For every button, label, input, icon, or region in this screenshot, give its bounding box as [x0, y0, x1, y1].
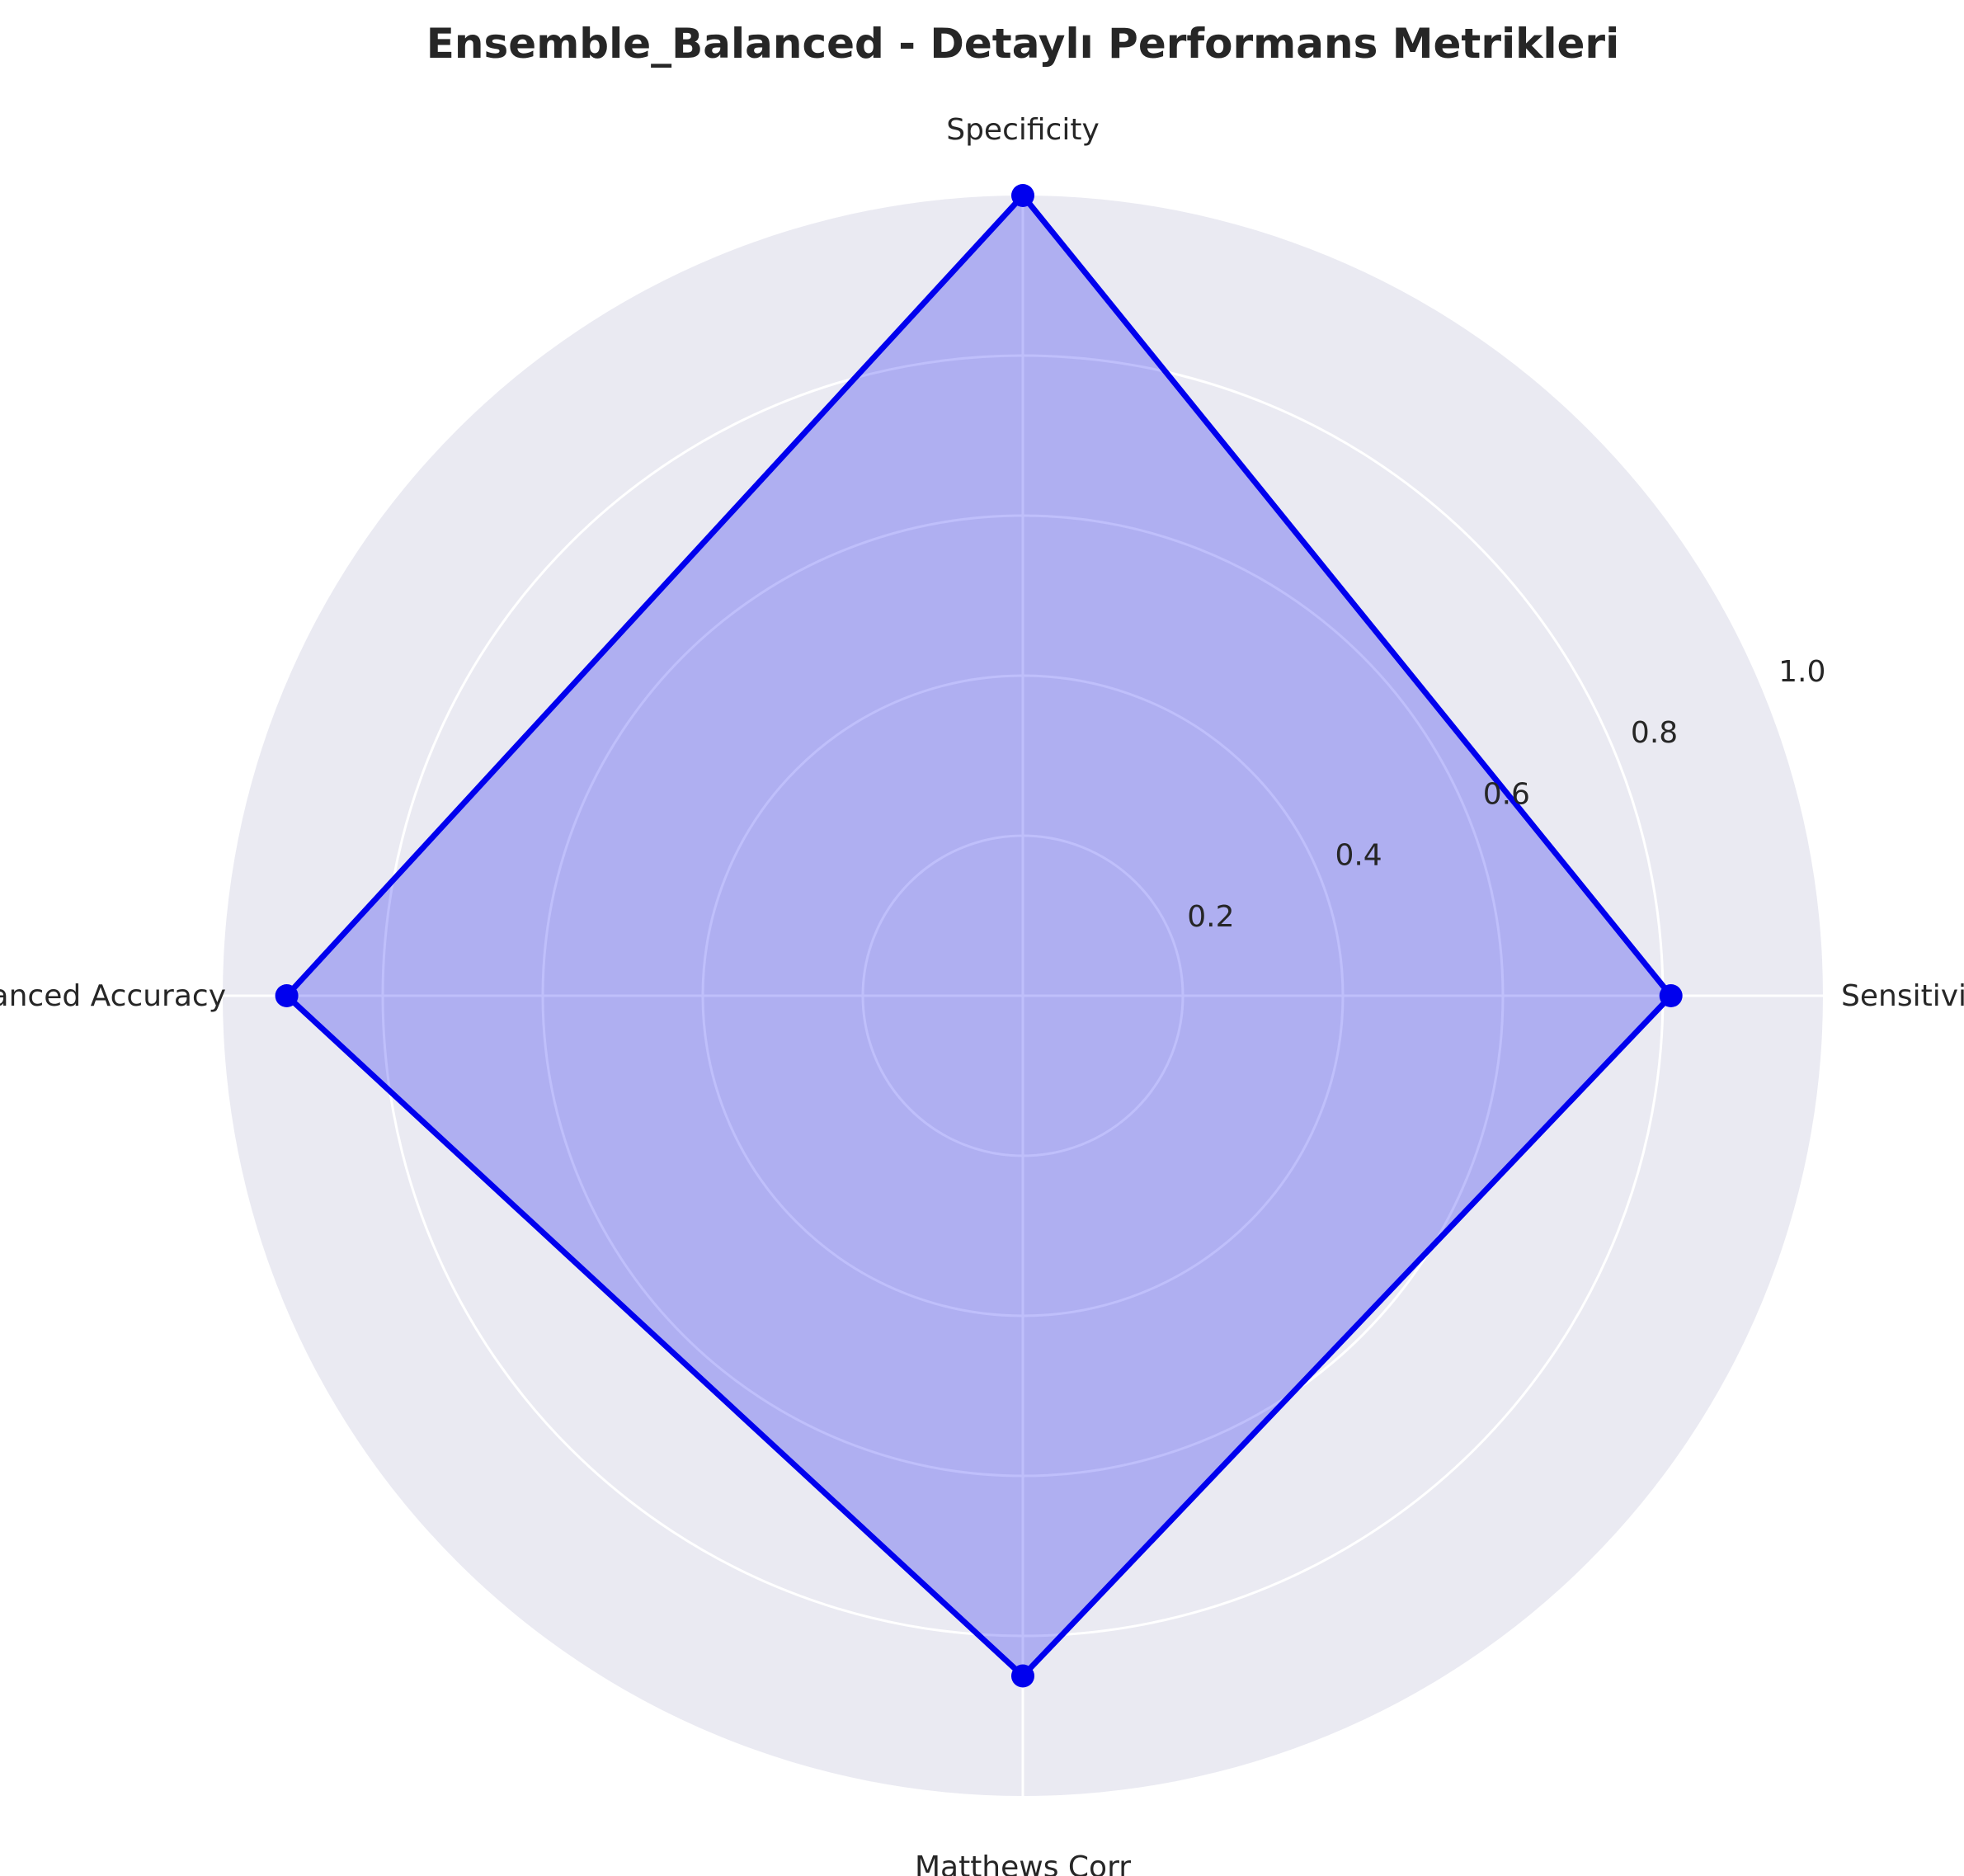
- r-tick-label: 0.8: [1631, 716, 1678, 750]
- series-points: [275, 184, 1683, 1688]
- radial-tick-labels: 0.2 0.4 0.6 0.8 1.0: [1187, 655, 1825, 934]
- r-tick-label: 1.0: [1778, 655, 1825, 689]
- data-point-sensitivity: [1659, 984, 1683, 1007]
- angular-gridlines: [223, 196, 1823, 1796]
- category-label-specificity: Specificity: [946, 113, 1100, 147]
- series-area: [286, 196, 1671, 1676]
- category-label-matthews-corr: Matthews Corr: [915, 1850, 1131, 1876]
- r-tick-label: 0.6: [1483, 777, 1530, 811]
- data-point-specificity: [1011, 184, 1034, 207]
- category-label-balanced-accuracy: Balanced Accuracy: [0, 979, 226, 1013]
- chart-title: Ensemble_Balanced - Detaylı Performans M…: [426, 20, 1619, 68]
- data-point-matthews-corr: [1011, 1664, 1034, 1688]
- r-tick-label: 0.2: [1187, 900, 1234, 934]
- category-label-sensitivity: Sensitivity: [1841, 979, 1964, 1013]
- r-tick-label: 0.4: [1335, 839, 1382, 873]
- data-point-balanced-accuracy: [275, 984, 299, 1007]
- category-labels: Sensitivity Specificity Balanced Accuracy M…: [0, 113, 1964, 1876]
